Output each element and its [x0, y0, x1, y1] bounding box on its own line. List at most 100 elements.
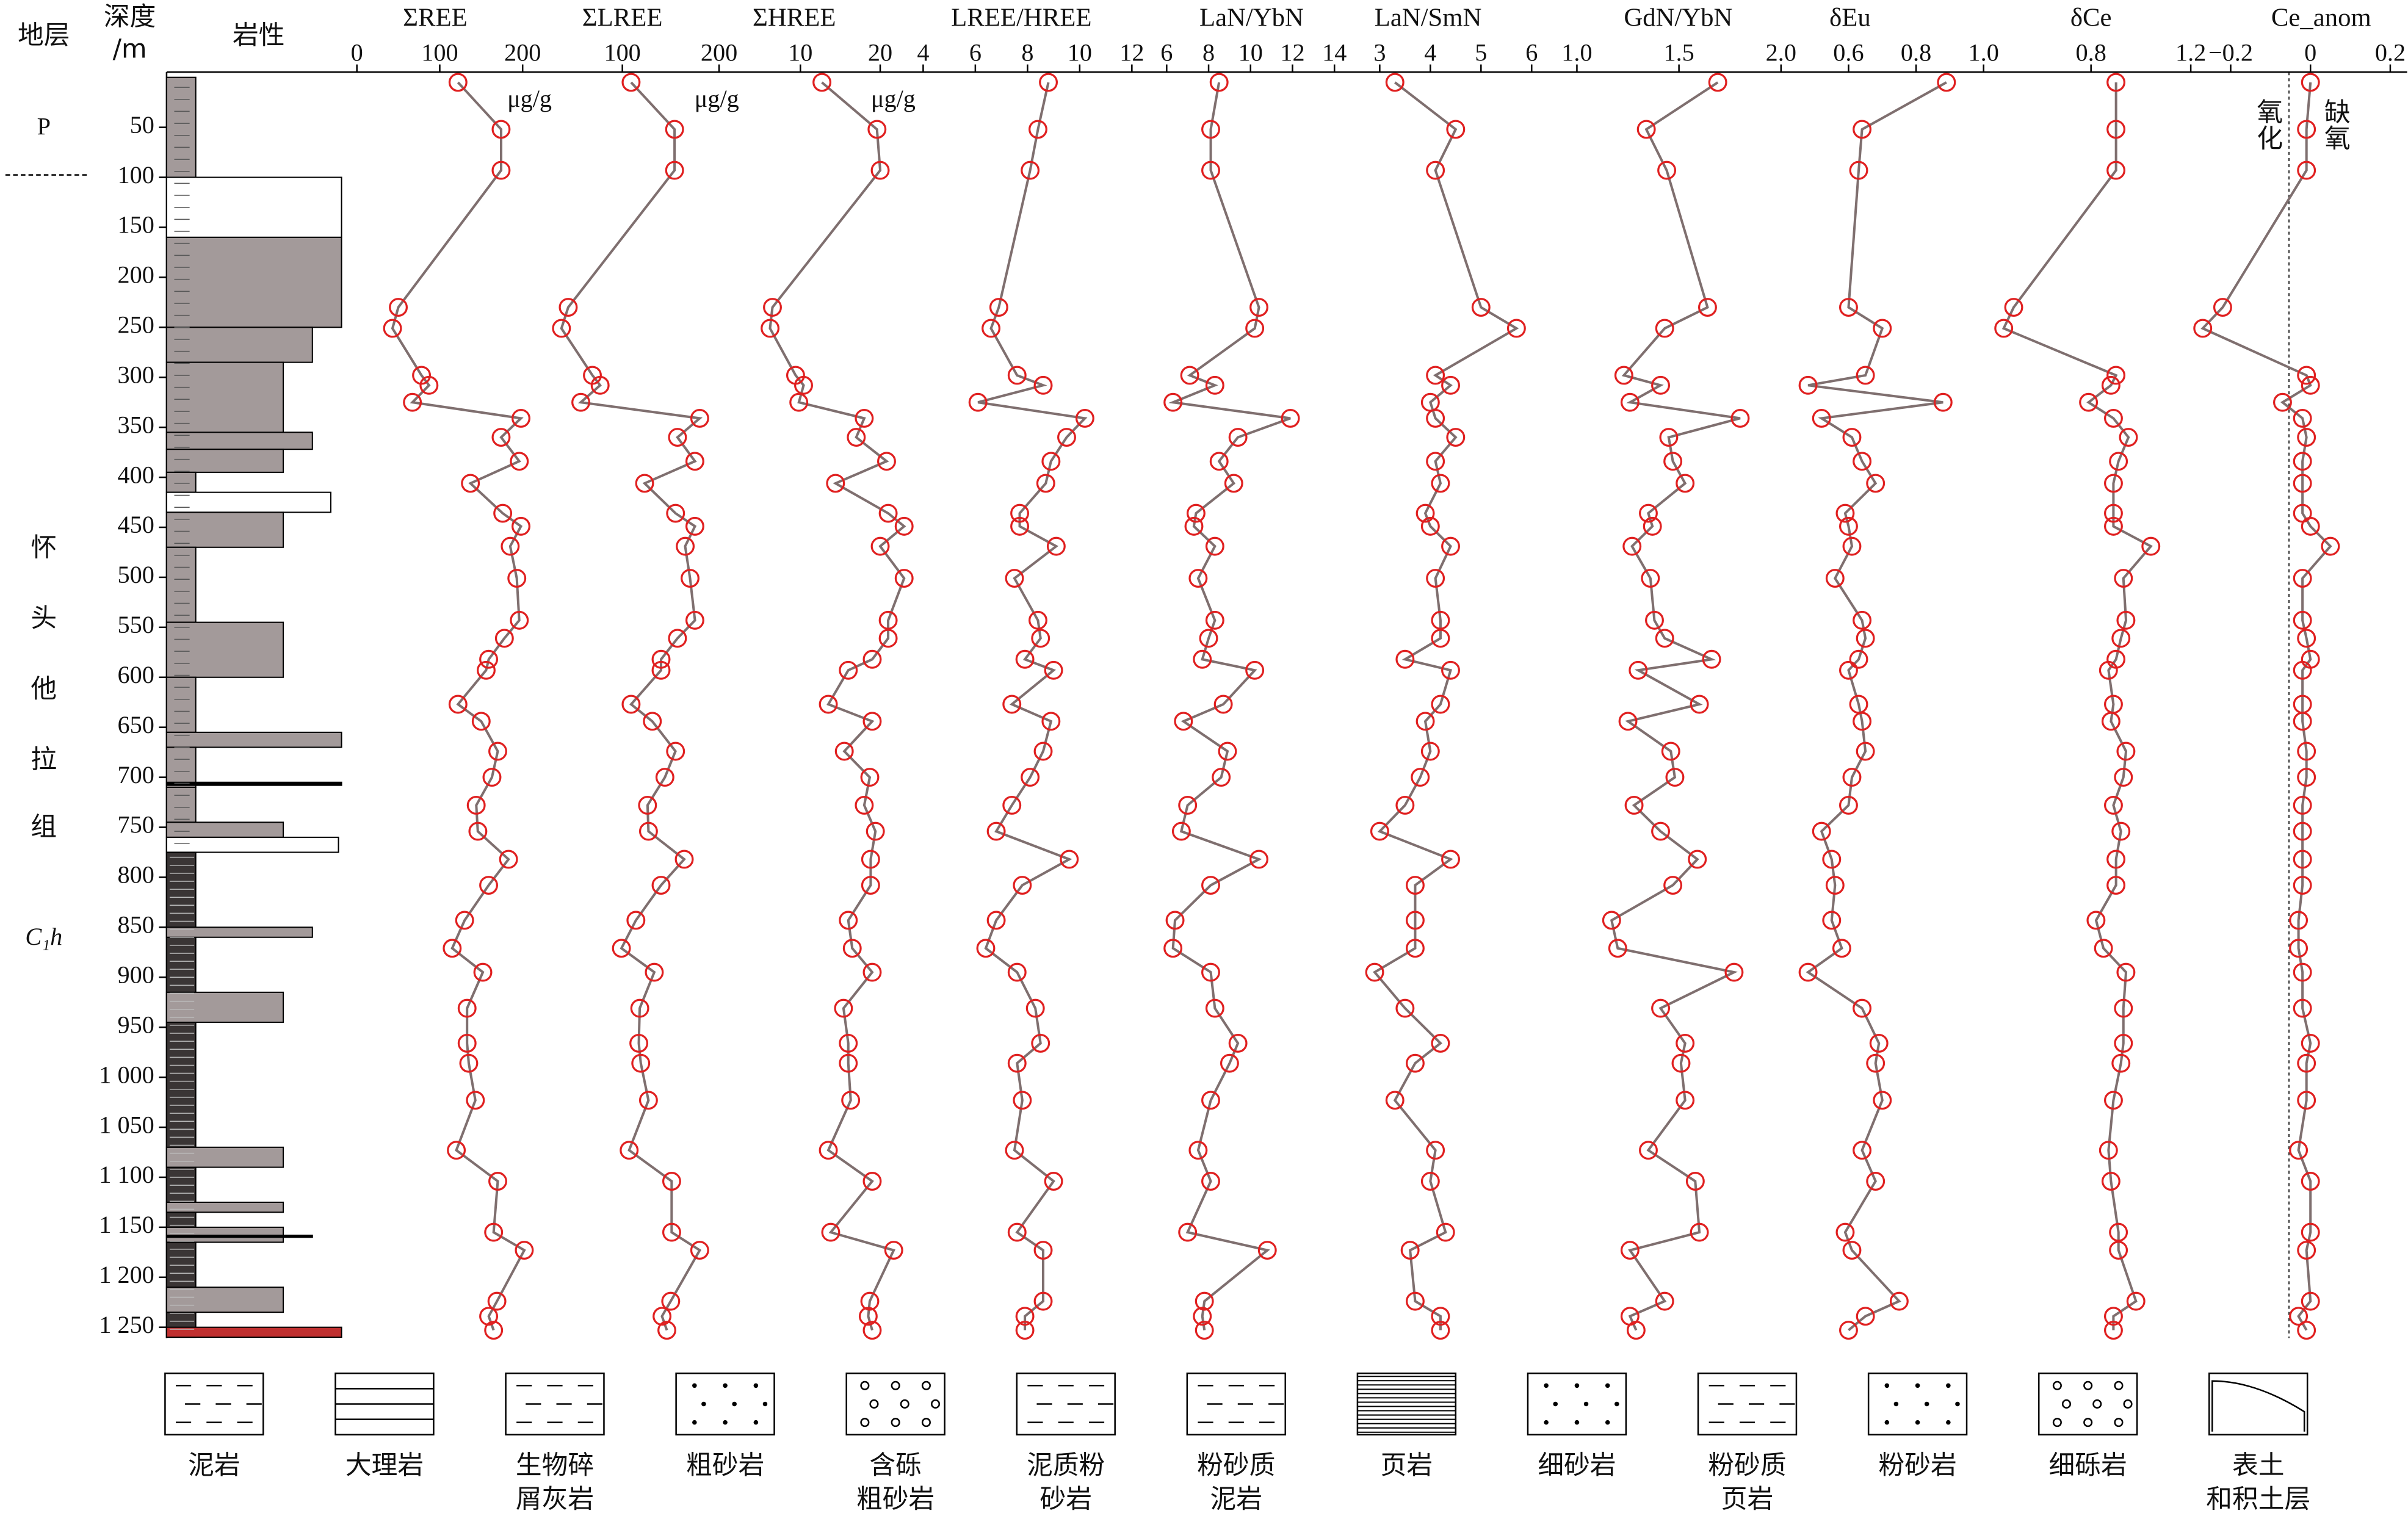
x-tick-label: 4 [917, 39, 929, 67]
sample-point [866, 821, 885, 841]
lithology-layer [165, 449, 284, 473]
sample-point [1171, 821, 1191, 841]
sample-point [1651, 821, 1671, 841]
panel-title: LaN/SmN [1375, 3, 1482, 32]
sample-point [819, 1141, 838, 1160]
panel-title: ΣLREE [582, 3, 663, 32]
swatch-pattern [1574, 1383, 1580, 1388]
sample-point [1426, 366, 1445, 385]
sample-point [1431, 1307, 1450, 1326]
sample-point [1708, 73, 1727, 92]
sample-point [2101, 1172, 2121, 1191]
sample-point [1636, 120, 1656, 139]
x-tick-label: 200 [504, 39, 541, 67]
sample-point [1671, 1053, 1691, 1073]
depth-header: /m [113, 34, 147, 64]
sample-point [2114, 768, 2133, 787]
legend-item: 细砂岩 [1527, 1372, 1627, 1481]
x-tick-label: 0.6 [1833, 39, 1864, 67]
sample-point [477, 660, 496, 680]
sample-point [2297, 1241, 2316, 1260]
legend-swatch [1356, 1372, 1457, 1436]
sample-point [1866, 474, 1886, 493]
sample-point [1441, 660, 1460, 680]
sample-point [1856, 366, 1875, 385]
sample-point [2293, 610, 2312, 630]
legend-item: 粉砂岩 [1867, 1372, 1968, 1481]
swatch-pattern [1544, 1420, 1549, 1425]
sample-point [2297, 1053, 2316, 1073]
formation-label: 组 [31, 812, 57, 842]
sample-point [1007, 1222, 1027, 1242]
sample-point [1044, 1172, 1063, 1191]
sample-point [2106, 161, 2126, 180]
sample-point [1209, 452, 1229, 471]
x-tick-label: 10 [788, 39, 812, 67]
sample-point [479, 649, 499, 669]
sample-point [2301, 1172, 2320, 1191]
sample-point [479, 876, 499, 895]
sample-point [968, 392, 988, 412]
sample-point [487, 1291, 507, 1311]
y-tick-label: 700 [117, 761, 154, 789]
sample-point [1446, 428, 1466, 447]
sample-point [2116, 742, 2136, 761]
sample-point [1622, 536, 1642, 556]
sample-point [834, 742, 854, 761]
sample-point [1655, 629, 1674, 648]
sample-point [2141, 536, 2161, 556]
sample-point [1471, 298, 1491, 317]
y-tick-label: 550 [117, 611, 154, 638]
sample-point [1426, 161, 1445, 180]
sample-point [2297, 768, 2316, 787]
sample-point [2293, 408, 2312, 428]
sample-point [1165, 911, 1185, 930]
sample-point [484, 1222, 504, 1242]
swatch-pattern [930, 1399, 941, 1409]
sample-point [473, 962, 493, 982]
lithology-layer [165, 546, 197, 623]
swatch-pattern [921, 1381, 931, 1390]
sample-point [2289, 911, 2309, 930]
y-tick-label: 500 [117, 561, 154, 588]
legend-swatch [2037, 1372, 2138, 1436]
lithology-layer [165, 991, 284, 1023]
sample-point [1688, 850, 1707, 869]
sample-point [2103, 796, 2123, 815]
lithology-layer [165, 851, 197, 1338]
sample-point [1730, 408, 1750, 428]
sample-point [1013, 876, 1032, 895]
sample-point [1676, 474, 1695, 493]
sample-point [1005, 1141, 1024, 1160]
lithology-column [165, 76, 342, 1338]
sample-point [2213, 298, 2232, 317]
sample-point [855, 796, 874, 815]
legend-item: 大理岩 [334, 1372, 435, 1481]
sample-point [2004, 298, 2023, 317]
swatch-pattern [2123, 1399, 2133, 1409]
sample-point [571, 392, 590, 412]
sample-point [635, 474, 654, 493]
sample-point [1257, 1241, 1277, 1260]
x-tick-label: 20 [868, 39, 892, 67]
sample-point [681, 569, 700, 588]
sample-point [1431, 1033, 1450, 1053]
sample-point [2289, 1307, 2309, 1326]
sample-point [461, 474, 480, 493]
swatch-pattern [2211, 1380, 2305, 1432]
sample-point [761, 319, 780, 338]
swatch-pattern [1605, 1383, 1610, 1388]
sample-point [651, 649, 671, 669]
sample-point [2103, 1307, 2123, 1326]
sample-point [2301, 73, 2320, 92]
legend-label: 泥岩 [1210, 1484, 1262, 1514]
sample-point [2109, 1222, 2128, 1242]
sample-point [1015, 1307, 1035, 1326]
lithology-header: 岩性 [233, 20, 284, 51]
sample-point [861, 850, 880, 869]
sample-point [510, 610, 529, 630]
sample-point [894, 516, 914, 536]
sample-point [982, 319, 1000, 338]
sample-point [1842, 1241, 1862, 1260]
profile-line [2001, 82, 2153, 1330]
